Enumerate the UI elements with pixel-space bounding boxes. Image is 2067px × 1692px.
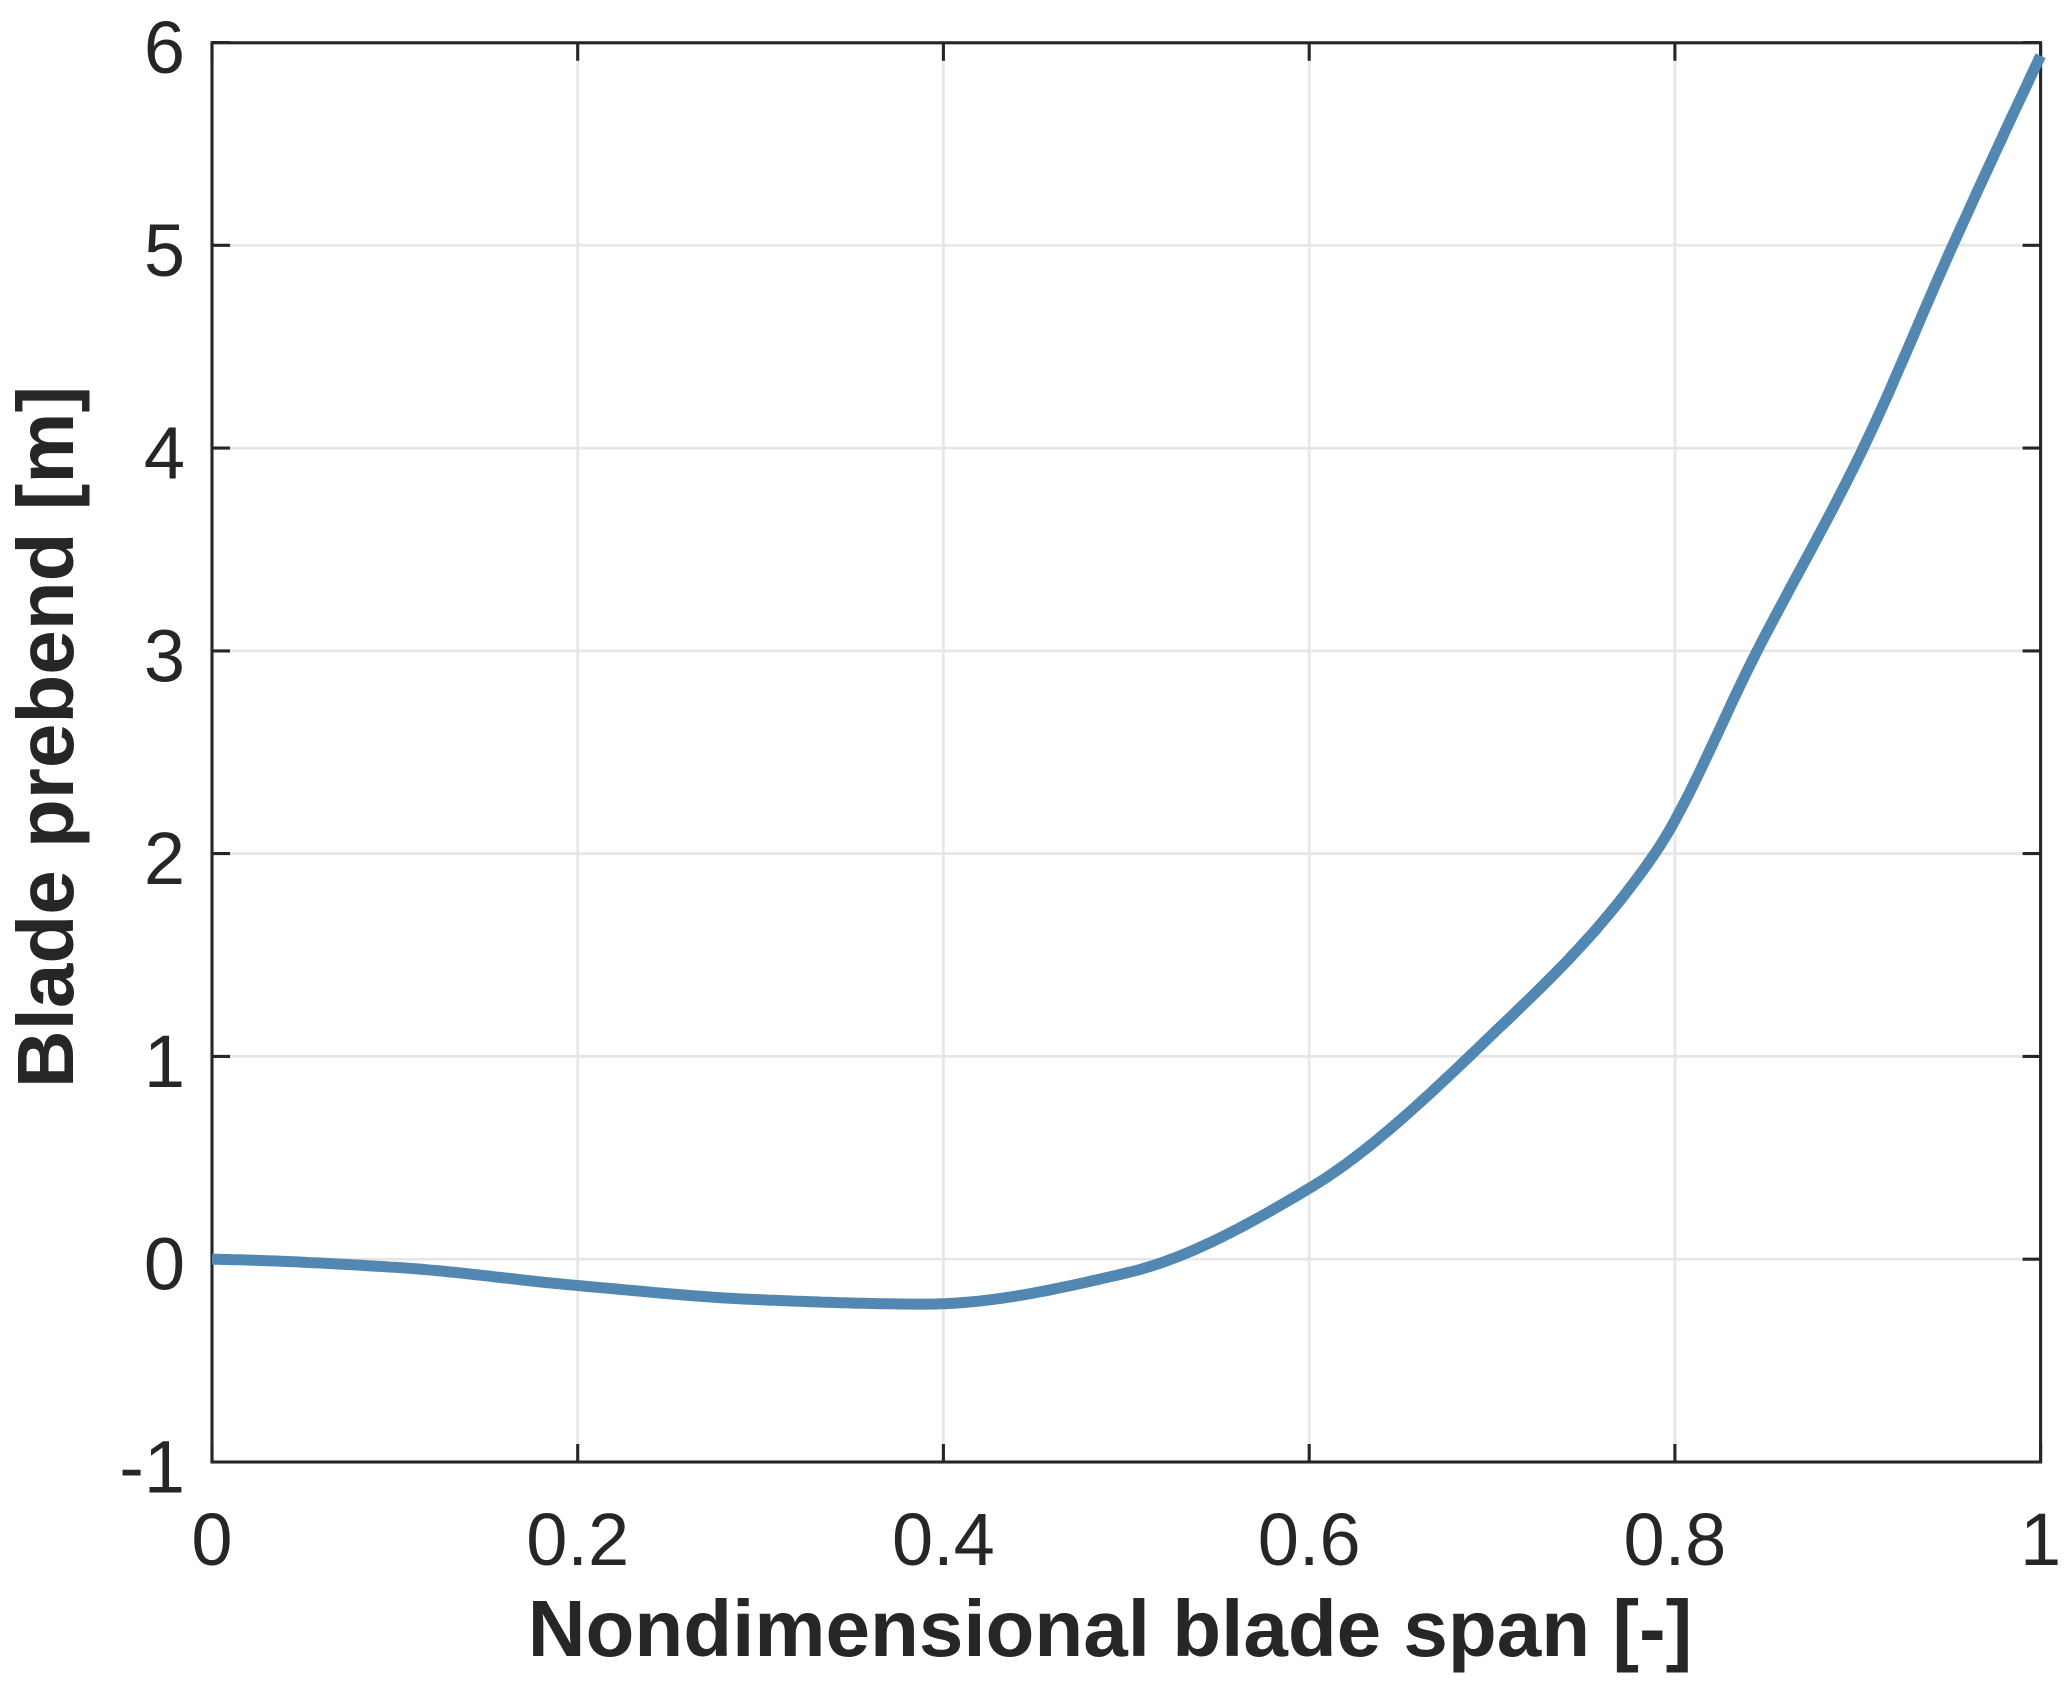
svg-text:0.2: 0.2 [526, 1498, 629, 1581]
svg-text:0.8: 0.8 [1623, 1498, 1726, 1581]
svg-text:6: 6 [144, 6, 185, 89]
svg-text:5: 5 [144, 209, 185, 292]
svg-text:1: 1 [144, 1020, 185, 1103]
svg-text:Blade prebend [m]: Blade prebend [m] [1, 386, 90, 1088]
svg-text:4: 4 [144, 412, 185, 495]
svg-text:3: 3 [144, 614, 185, 697]
svg-text:2: 2 [144, 817, 185, 900]
svg-text:0: 0 [144, 1223, 185, 1306]
svg-text:Nondimensional blade span [-]: Nondimensional blade span [-] [528, 1584, 1693, 1673]
svg-text:0.6: 0.6 [1258, 1498, 1361, 1581]
svg-text:1: 1 [2020, 1498, 2061, 1581]
svg-text:0.4: 0.4 [892, 1498, 995, 1581]
svg-text:0: 0 [191, 1498, 232, 1581]
svg-text:-1: -1 [119, 1426, 185, 1509]
